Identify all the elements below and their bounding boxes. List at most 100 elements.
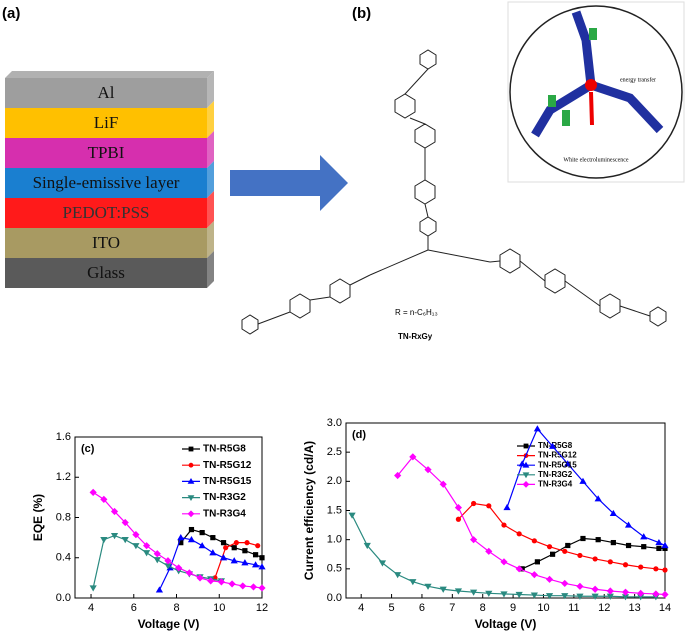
charts: 4 6 8 10 12 0.0 0.4 0.8 1.2 1.6 Voltage (V) EQE (%)… <box>31 417 671 631</box>
marker <box>500 558 508 566</box>
marker <box>242 548 248 554</box>
layer-side <box>207 131 214 168</box>
arrow <box>230 155 348 211</box>
marker <box>486 503 492 509</box>
x-tick-label: 14 <box>659 602 671 614</box>
layer-side <box>207 161 214 198</box>
marker <box>577 552 583 559</box>
marker <box>653 566 659 572</box>
marker <box>591 593 599 600</box>
x-tick-label: 13 <box>628 602 640 614</box>
marker <box>516 531 522 537</box>
series-line <box>457 502 666 571</box>
marker <box>545 593 554 600</box>
layer-side <box>207 221 214 258</box>
marker <box>424 466 432 474</box>
marker <box>534 559 540 565</box>
x-tick-label: 10 <box>537 602 549 614</box>
marker <box>394 572 402 579</box>
legend-marker <box>187 510 195 518</box>
marker <box>178 540 184 546</box>
x-tick-label: 10 <box>213 602 225 614</box>
x-tick-label: 11 <box>568 602 579 614</box>
marker <box>132 531 140 539</box>
layer <box>5 228 207 258</box>
green-unit <box>548 95 556 107</box>
marker <box>378 560 387 567</box>
marker <box>662 545 668 552</box>
marker <box>579 477 587 484</box>
legend-label: TN-R3G2 <box>538 470 573 479</box>
marker <box>485 590 493 597</box>
x-tick-label: 6 <box>419 602 425 614</box>
series-line <box>521 537 665 570</box>
marker <box>110 533 119 540</box>
arm <box>531 81 594 138</box>
marker <box>230 557 238 564</box>
marker <box>661 541 669 549</box>
marker <box>153 550 161 558</box>
marker <box>231 545 237 551</box>
marker <box>394 471 402 480</box>
inset-label: energy transfer <box>620 76 656 83</box>
panel-label: (c) <box>81 443 95 455</box>
legend-label: TN-R3G4 <box>538 480 573 489</box>
y-tick-label: 0.4 <box>56 552 71 564</box>
legend-marker <box>522 481 530 488</box>
legend-label: TN-R5G15 <box>538 460 577 469</box>
panel-label: (b) <box>352 5 371 22</box>
y-tick-label: 0.0 <box>327 592 342 604</box>
y-axis-title: Current efficiency (cd/A) <box>302 441 316 580</box>
marker <box>252 552 259 558</box>
legend-label: TN-R3G4 <box>203 508 246 519</box>
marker <box>153 557 161 564</box>
marker <box>233 540 239 546</box>
legend-label: TN-R3G2 <box>203 492 246 503</box>
marker <box>576 582 584 590</box>
marker <box>164 557 172 565</box>
x-tick-label: 12 <box>256 602 268 614</box>
x-tick-label: 4 <box>358 602 364 614</box>
x-axis-title: Voltage (V) <box>138 617 200 631</box>
marker <box>409 453 417 461</box>
legend-marker <box>188 446 194 452</box>
arm <box>589 80 664 134</box>
marker <box>210 535 216 541</box>
y-tick-label: 1.2 <box>56 471 71 483</box>
marker <box>622 562 629 568</box>
marker <box>637 594 645 601</box>
marker <box>471 500 477 507</box>
layer-label: TPBI <box>88 143 125 162</box>
marker <box>220 540 227 546</box>
legend-marker <box>187 495 195 501</box>
inset-label: White electroluminescence <box>563 157 628 163</box>
marker <box>545 575 554 583</box>
marker <box>606 587 614 595</box>
marker <box>638 564 644 570</box>
y-tick-label: 0.8 <box>56 511 71 523</box>
legend-marker <box>523 443 529 449</box>
marker <box>606 593 614 600</box>
marker <box>217 578 225 586</box>
marker <box>640 533 648 540</box>
marker <box>501 522 507 528</box>
x-tick-label: 7 <box>449 602 455 614</box>
x-tick-label: 12 <box>598 602 610 614</box>
marker <box>89 585 97 592</box>
marker <box>531 538 537 544</box>
panel-label: (a) <box>2 5 20 22</box>
marker <box>576 593 584 600</box>
layer-side <box>207 71 214 108</box>
marker <box>241 559 249 566</box>
marker <box>258 563 266 570</box>
marker <box>530 592 538 599</box>
legend-marker <box>522 472 530 479</box>
x-tick-label: 5 <box>389 602 395 614</box>
marker <box>455 516 462 522</box>
layer-label: Single-emissive layer <box>33 173 180 192</box>
marker <box>100 495 108 503</box>
y-axis-title: EQE (%) <box>31 494 45 541</box>
marker <box>562 548 568 554</box>
